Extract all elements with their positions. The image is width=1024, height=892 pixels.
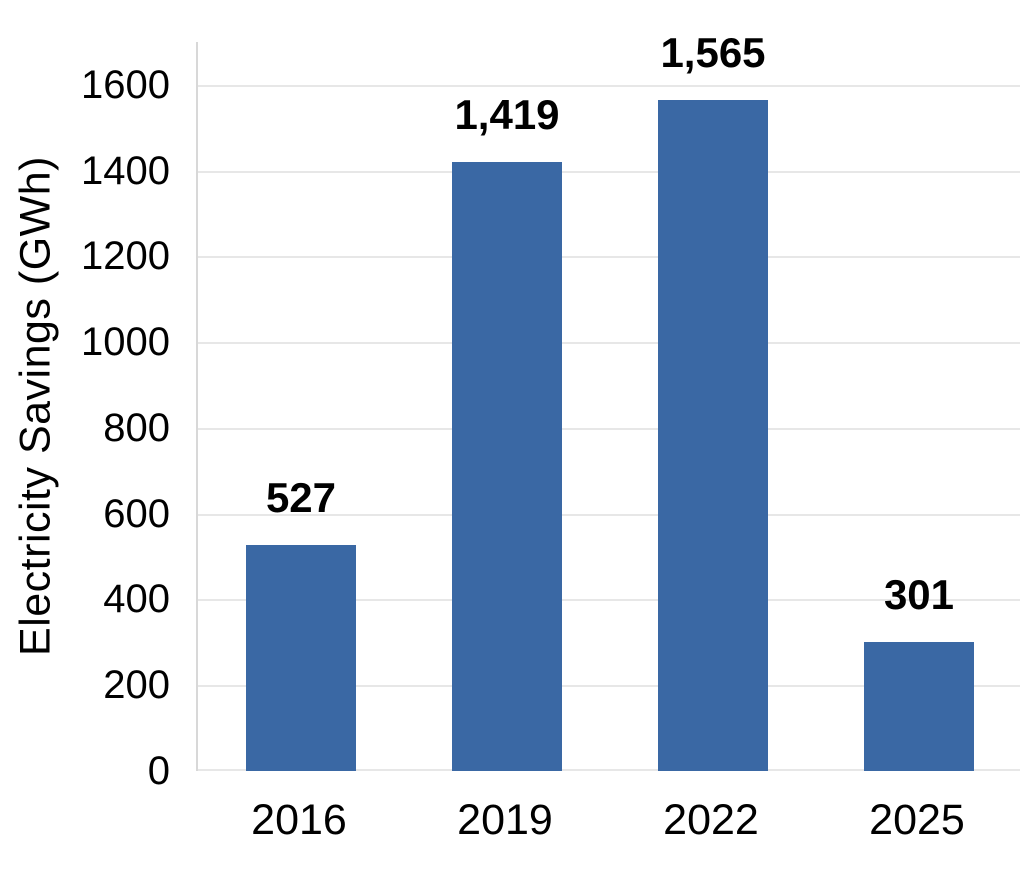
y-tick-label: 1400: [81, 148, 170, 193]
bar-value-label-2016: 527: [265, 474, 337, 521]
x-tick-label-2016: 2016: [251, 796, 347, 844]
y-tick-label: 1200: [81, 234, 170, 279]
y-tick-label: 200: [103, 663, 170, 708]
bar-2019: [452, 162, 562, 771]
bar-value-label-2025: 301: [883, 570, 955, 618]
plot-area: 527 1,419 1,565 301: [196, 29, 1020, 771]
gridline-1400: [198, 170, 1020, 173]
bar-2025: [864, 641, 974, 771]
bar-2016: [246, 545, 356, 771]
bar-value-label-2019: 1,419: [454, 91, 560, 139]
bar-2022: [658, 99, 768, 771]
gridline-0: [198, 769, 1020, 771]
bar-value-label-2022: 1,565: [660, 28, 766, 76]
gridline-200: [198, 685, 1020, 688]
x-tick-label-2025: 2025: [869, 796, 965, 844]
gridline-600: [198, 513, 1020, 516]
gridline-1200: [198, 256, 1020, 259]
x-tick-label-2019: 2019: [457, 796, 553, 844]
y-tick-label: 1000: [81, 320, 170, 365]
gridline-400: [198, 599, 1020, 602]
gridline-1600: [198, 84, 1020, 87]
x-tick-label-2022: 2022: [663, 796, 759, 844]
y-tick-label: 800: [103, 405, 170, 450]
y-tick-label: 1600: [81, 62, 170, 107]
gridline-1000: [198, 342, 1020, 345]
y-tick-label: 600: [103, 491, 170, 536]
y-tick-label: 0: [147, 749, 170, 793]
y-tick-label: 400: [103, 577, 170, 622]
gridline-800: [198, 427, 1020, 430]
